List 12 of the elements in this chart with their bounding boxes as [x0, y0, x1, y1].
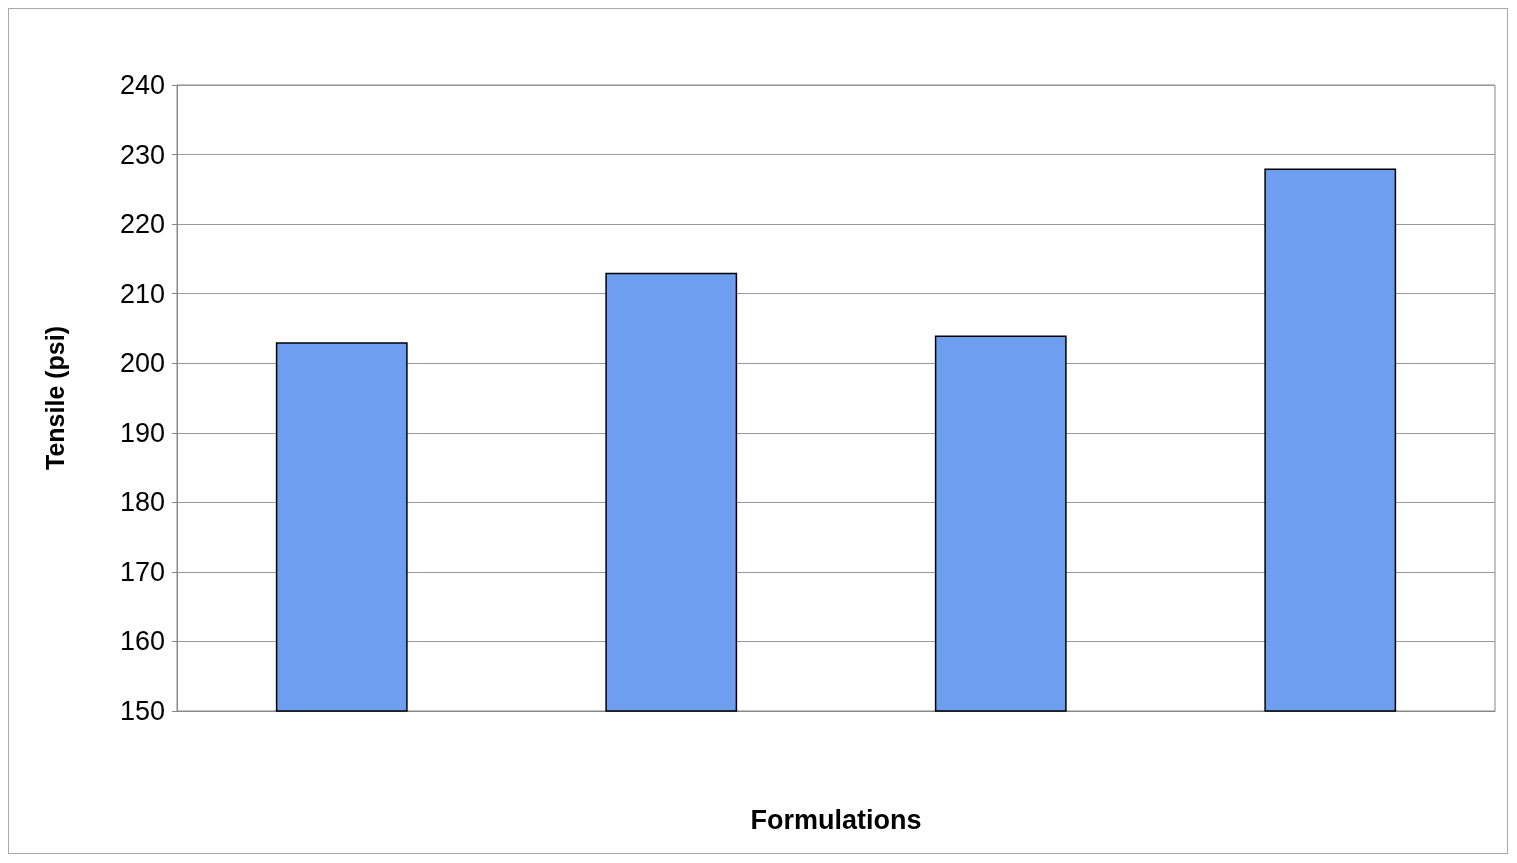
y-tick-label: 240: [119, 70, 165, 100]
y-tick-label: 150: [119, 696, 165, 726]
y-tick-label: 210: [119, 278, 165, 309]
y-tick-label: 180: [119, 487, 165, 518]
y-tick-label: 190: [119, 417, 165, 448]
y-tick-label: 170: [119, 556, 165, 587]
y-tick-label: 200: [119, 348, 165, 379]
x-axis-title: Formulations: [750, 804, 922, 835]
y-tick-label: 160: [119, 626, 165, 657]
y-axis-title: Tensile (psi): [40, 325, 69, 471]
y-tick-label: 230: [119, 139, 165, 170]
y-tick-label: 220: [119, 209, 165, 240]
